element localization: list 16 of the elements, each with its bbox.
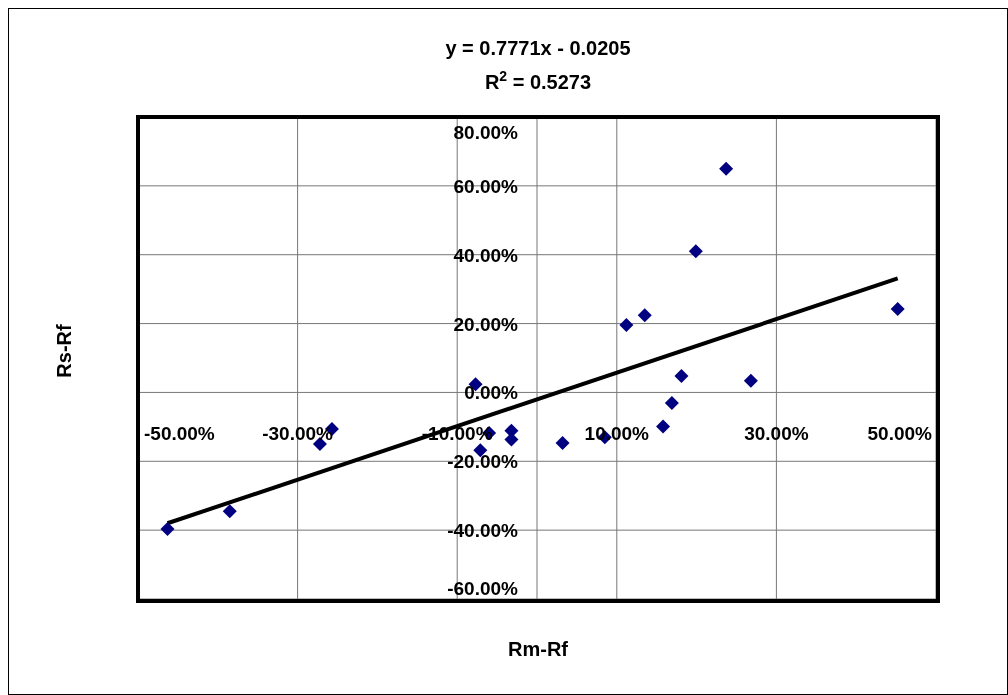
x-tick-label: 10.00% (584, 422, 650, 444)
x-axis-title: Rm-Rf (508, 638, 569, 660)
y-tick-label: 20.00% (453, 313, 519, 335)
text: y = 0.7771x - 0.0205 (445, 37, 631, 59)
y-tick-label: -40.00% (447, 520, 519, 542)
y-tick-label: 60.00% (453, 175, 519, 197)
x-tick-label: 50.00% (867, 422, 933, 444)
y-tick-label: 80.00% (453, 122, 519, 143)
x-tick-label: -50.00% (144, 422, 215, 444)
y-tick-label: 0.00% (464, 382, 519, 404)
y-tick-label: -60.00% (447, 578, 519, 599)
text: R$^{2}$ = 0.5273 (484, 68, 592, 93)
x-tick-label: 30.00% (744, 422, 809, 444)
y-tick-label: 40.00% (453, 244, 519, 266)
y-axis-title: Rs-Rf (53, 324, 75, 378)
y-tick-label: -20.00% (447, 451, 519, 473)
